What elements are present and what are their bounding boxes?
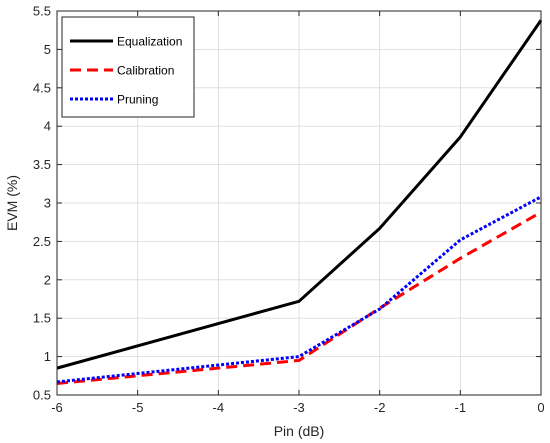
legend-label-calibration: Calibration bbox=[117, 64, 174, 78]
x-tick-label: -4 bbox=[213, 400, 225, 415]
legend-label-equalization: Equalization bbox=[117, 35, 182, 49]
y-tick-label: 5 bbox=[44, 42, 51, 57]
y-tick-label: 2.5 bbox=[33, 234, 51, 249]
x-axis-label: Pin (dB) bbox=[274, 423, 325, 439]
y-tick-label: 1 bbox=[44, 349, 51, 364]
y-tick-label: 0.5 bbox=[33, 388, 51, 403]
series-line-calibration bbox=[56, 210, 542, 385]
x-tick-label: -3 bbox=[293, 400, 305, 415]
y-tick-label: 3 bbox=[44, 196, 51, 211]
legend: Equalization Calibration Pruning bbox=[61, 16, 195, 118]
series-layer bbox=[56, 19, 543, 385]
y-tick-label: 4.5 bbox=[33, 80, 51, 95]
x-tick-label: -6 bbox=[51, 400, 63, 415]
x-tick-label: -2 bbox=[374, 400, 386, 415]
y-tick-label: 2 bbox=[44, 272, 51, 287]
y-tick-label: 1.5 bbox=[33, 311, 51, 326]
x-tick-label: -1 bbox=[455, 400, 467, 415]
legend-label-pruning: Pruning bbox=[117, 93, 158, 107]
x-tick-label: -5 bbox=[132, 400, 144, 415]
series-line-equalization bbox=[56, 19, 543, 370]
y-tick-label: 3.5 bbox=[33, 157, 51, 172]
x-tick-label: 0 bbox=[537, 400, 544, 415]
y-tick-label: 5.5 bbox=[33, 4, 51, 19]
y-tick-label: 4 bbox=[44, 119, 51, 134]
y-axis-label: EVM (%) bbox=[4, 175, 20, 231]
ticks: -6 -5 -4 -3 -2 -1 0 0.5 1 1.5 2 2.5 3 3.5 4 4.5 5 5.5 bbox=[33, 4, 545, 416]
legend-box bbox=[61, 16, 195, 118]
series-line-pruning bbox=[56, 195, 542, 384]
